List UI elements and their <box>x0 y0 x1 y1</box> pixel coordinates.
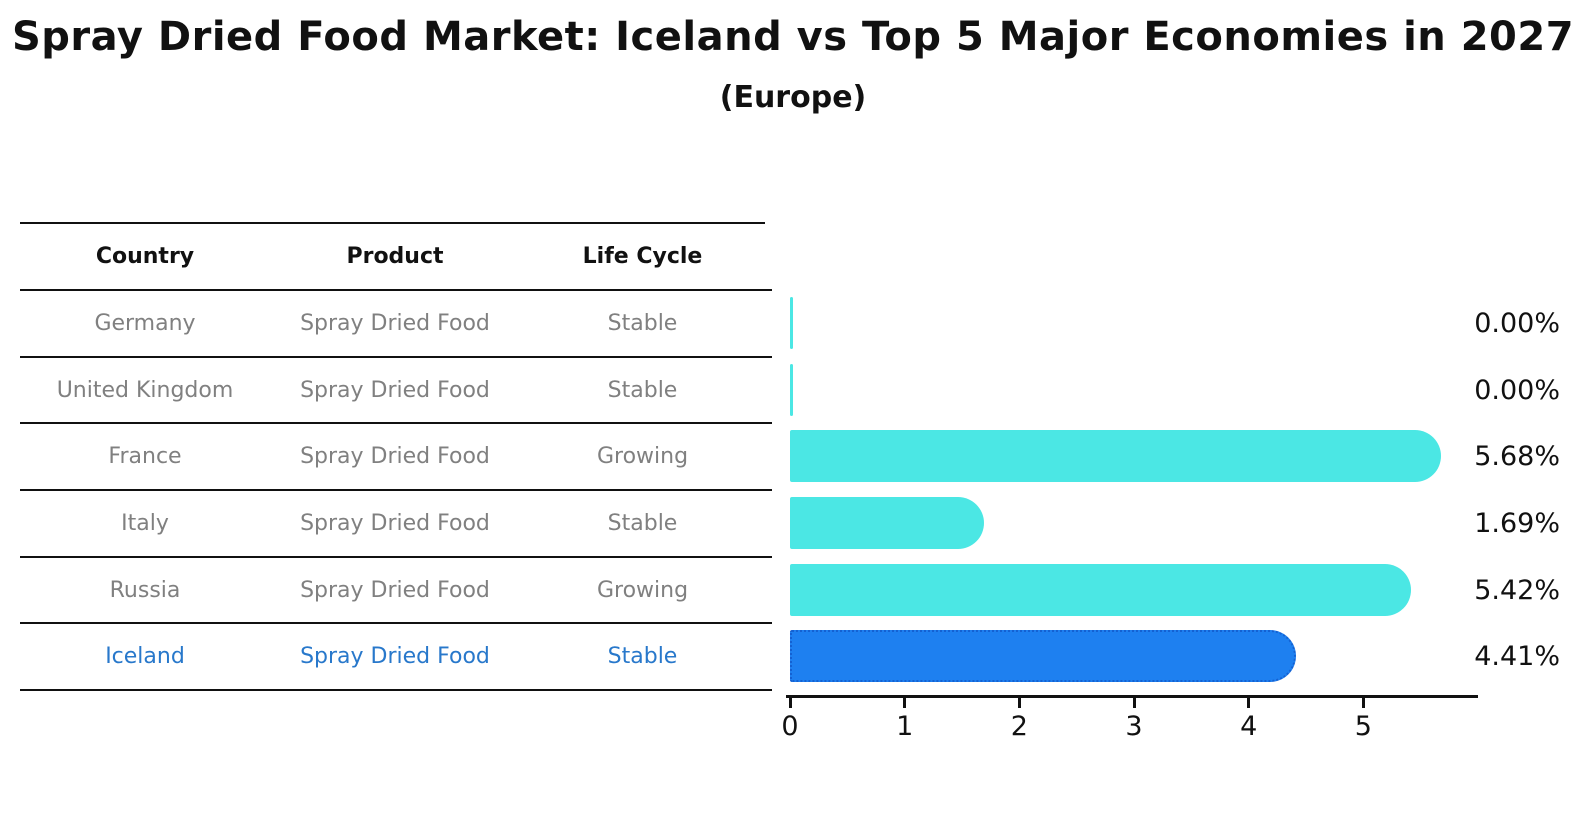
column-header-product: Product <box>346 244 444 269</box>
bar-germany <box>790 297 793 349</box>
value-label: 4.41% <box>1474 641 1560 673</box>
data-table: Country Product Life Cycle Germany Spray … <box>20 222 765 692</box>
bar-iceland <box>790 630 1296 683</box>
value-label: 0.00% <box>1474 374 1560 406</box>
column-header-country: Country <box>95 244 195 269</box>
x-axis-tick <box>903 698 907 708</box>
x-axis-tick <box>1132 698 1136 708</box>
bar-row <box>790 623 1478 690</box>
cell-product: Spray Dried Food <box>300 644 490 670</box>
table-row: United Kingdom Spray Dried Food Stable <box>20 355 765 423</box>
y-axis-tick <box>753 689 772 691</box>
cell-product: Spray Dried Food <box>300 510 490 536</box>
cell-life-cycle: Stable <box>607 644 678 670</box>
bar-row <box>790 490 1478 557</box>
x-axis-tick-label: 5 <box>1354 711 1372 742</box>
cell-country: Germany <box>94 310 196 336</box>
cell-country: Italy <box>121 510 169 536</box>
y-axis-tick <box>753 555 772 558</box>
bar-row <box>790 290 1478 357</box>
cell-product: Spray Dried Food <box>300 577 490 603</box>
bar-france <box>790 430 1442 483</box>
x-axis-tick-label: 2 <box>1010 711 1028 742</box>
cell-country: Iceland <box>105 644 185 670</box>
x-axis-tick <box>1247 698 1251 708</box>
x-axis-tick <box>1017 698 1021 708</box>
page-subtitle: (Europe) <box>719 80 867 115</box>
y-axis-tick <box>753 489 772 491</box>
column-header-life-cycle: Life Cycle <box>582 244 703 269</box>
value-label: 5.42% <box>1474 574 1560 606</box>
value-label: 5.68% <box>1474 441 1560 473</box>
cell-product: Spray Dried Food <box>300 444 490 470</box>
table-row: France Spray Dried Food Growing <box>20 422 765 489</box>
y-axis-tick <box>753 289 772 291</box>
cell-country: United Kingdom <box>56 377 234 403</box>
cell-life-cycle: Growing <box>596 577 689 603</box>
x-axis-tick-label: 3 <box>1125 711 1143 742</box>
value-label: 1.69% <box>1474 507 1560 539</box>
y-axis-tick <box>753 355 772 358</box>
page-title: Spray Dried Food Market: Iceland vs Top … <box>11 14 1575 60</box>
cell-product: Spray Dried Food <box>300 310 490 336</box>
bar-italy <box>790 497 984 549</box>
bar-united-kingdom <box>790 363 793 416</box>
plot-area <box>790 290 1478 690</box>
table-body: Germany Spray Dried Food Stable United King… <box>20 289 765 692</box>
table-row: Iceland Spray Dried Food Stable <box>20 622 765 692</box>
x-axis-line <box>786 695 1478 698</box>
bar-row <box>790 357 1478 424</box>
cell-life-cycle: Stable <box>607 510 678 536</box>
table-row: Russia Spray Dried Food Growing <box>20 555 765 623</box>
bar-russia <box>790 563 1412 616</box>
x-axis-tick-label: 0 <box>781 711 799 742</box>
y-axis-tick <box>753 422 772 425</box>
cell-country: France <box>108 444 182 470</box>
table-header-row: Country Product Life Cycle <box>20 222 765 289</box>
x-axis-tick <box>788 698 792 708</box>
x-axis-tick-label: 1 <box>896 711 914 742</box>
cell-life-cycle: Stable <box>607 310 678 336</box>
bar-row <box>790 423 1478 490</box>
value-label: 0.00% <box>1474 307 1560 339</box>
table-row: Germany Spray Dried Food Stable <box>20 289 765 356</box>
bar-row <box>790 557 1478 624</box>
x-axis-tick-label: 4 <box>1240 711 1258 742</box>
y-axis-tick <box>753 622 772 625</box>
cell-life-cycle: Stable <box>607 377 678 403</box>
cell-country: Russia <box>109 577 181 603</box>
table-row: Italy Spray Dried Food Stable <box>20 489 765 556</box>
cell-product: Spray Dried Food <box>300 377 490 403</box>
x-axis-tick <box>1361 698 1365 708</box>
cell-life-cycle: Growing <box>596 444 689 470</box>
